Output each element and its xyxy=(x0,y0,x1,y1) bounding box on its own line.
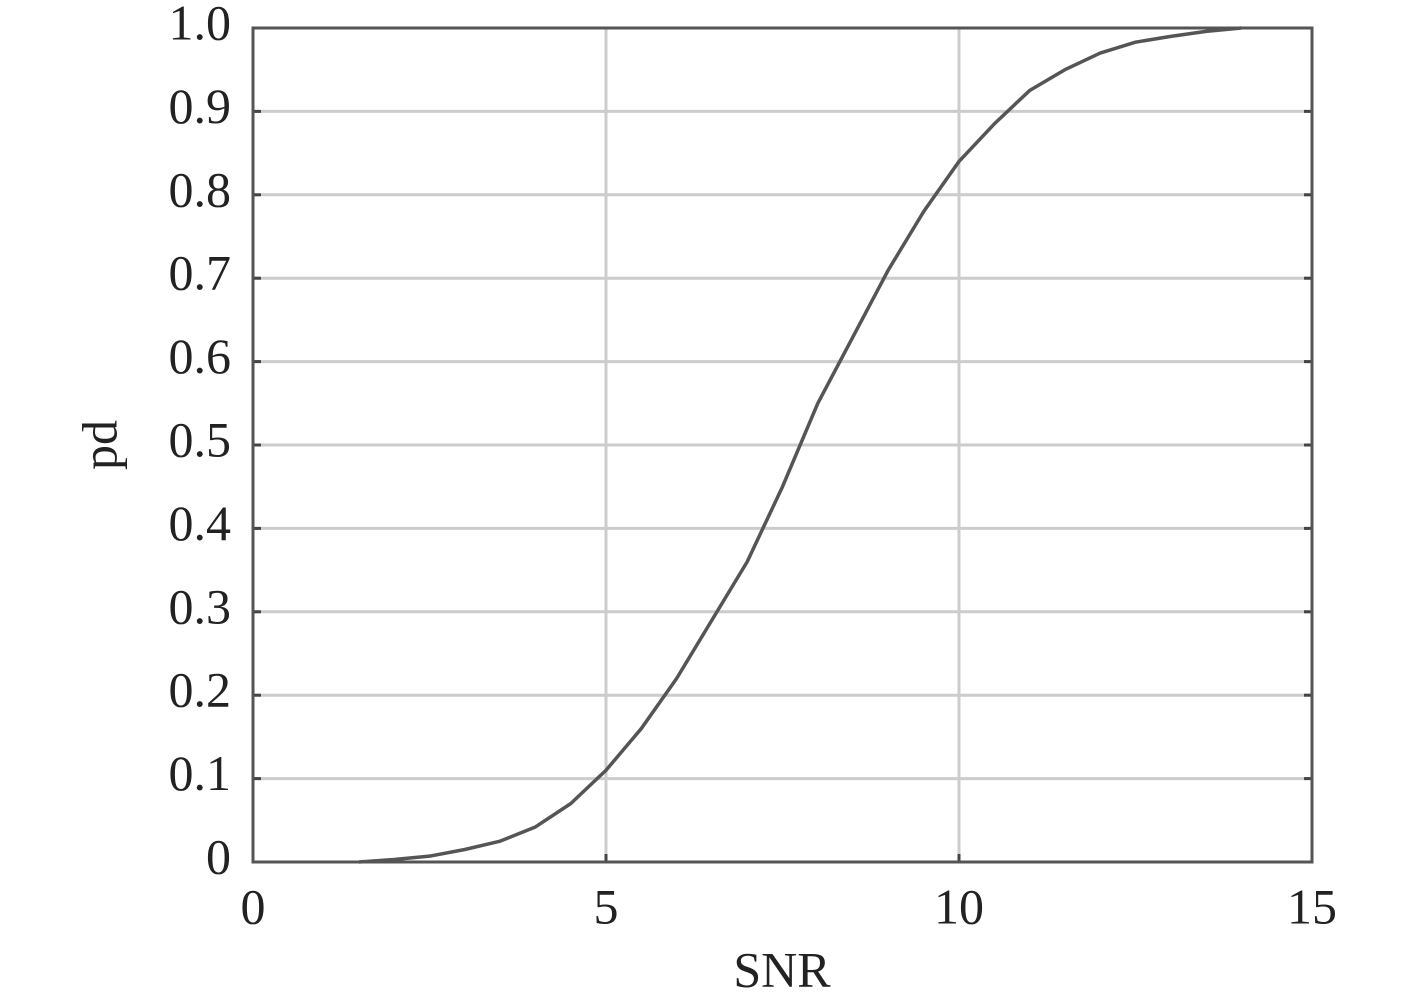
x-axis-label: SNR xyxy=(733,941,831,997)
y-tick-label: 0.6 xyxy=(169,328,232,384)
y-tick-label: 0.7 xyxy=(169,245,232,301)
y-tick-label: 0.1 xyxy=(169,745,232,801)
plot-frame xyxy=(251,26,1314,864)
y-tick-label: 0 xyxy=(206,828,231,884)
y-tick-label: 0.3 xyxy=(169,578,232,634)
y-tick-label: 0.4 xyxy=(169,495,232,551)
y-tick-label: 0.8 xyxy=(169,161,232,217)
x-tick-label: 5 xyxy=(594,878,619,934)
y-tick-label: 0.5 xyxy=(169,411,232,467)
y-tick-label: 1.0 xyxy=(169,0,232,50)
x-tick-label: 10 xyxy=(934,878,984,934)
data-line xyxy=(358,26,1242,864)
y-axis-label: pd xyxy=(71,420,127,470)
x-tick-label: 15 xyxy=(1287,878,1337,934)
y-tick-label: 0.9 xyxy=(169,78,232,134)
x-tick-label: 0 xyxy=(241,878,266,934)
y-tick-label: 0.2 xyxy=(169,662,232,718)
